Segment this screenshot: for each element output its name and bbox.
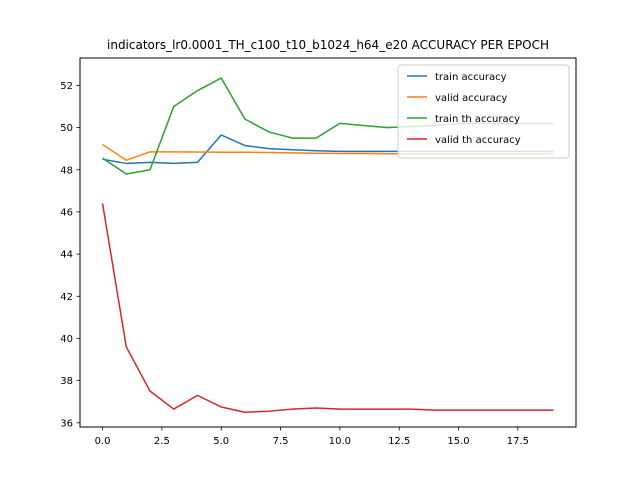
y-tick-label: 48 xyxy=(60,165,73,176)
plot-area-frame xyxy=(79,57,577,428)
y-axis-ticks: 36 38 40 42 44 46 48 50 52 xyxy=(60,81,80,429)
y-tick-label: 40 xyxy=(60,334,73,345)
legend-label-valid-th-accuracy: valid th accuracy xyxy=(435,135,521,146)
x-tick-label: 2.5 xyxy=(154,436,170,447)
y-tick-label: 44 xyxy=(60,250,73,261)
legend: train accuracy valid accuracy train th acc… xyxy=(397,64,570,159)
legend-label-train-th-accuracy: train th accuracy xyxy=(435,114,520,125)
y-tick-label: 52 xyxy=(60,81,73,92)
x-tick-label: 10.0 xyxy=(329,436,351,447)
legend-label-valid-accuracy: valid accuracy xyxy=(435,93,507,104)
y-tick-label: 50 xyxy=(60,123,73,134)
x-axis-ticks: 0.0 2.5 5.0 7.5 10.0 12.5 15.0 17.5 xyxy=(95,427,529,447)
x-tick-label: 17.5 xyxy=(507,436,529,447)
y-tick-label: 36 xyxy=(60,418,73,429)
chart-title: indicators_lr0.0001_TH_c100_t10_b1024_h6… xyxy=(107,38,549,52)
x-tick-label: 12.5 xyxy=(388,436,410,447)
series-line-valid-th-accuracy xyxy=(101,203,554,413)
x-tick-label: 15.0 xyxy=(447,436,469,447)
y-tick-label: 42 xyxy=(60,292,73,303)
legend-box xyxy=(397,64,570,159)
legend-label-train-accuracy: train accuracy xyxy=(435,72,507,83)
y-tick-label: 46 xyxy=(60,207,73,218)
x-tick-label: 7.5 xyxy=(273,436,289,447)
x-tick-label: 5.0 xyxy=(213,436,229,447)
y-tick-label: 38 xyxy=(60,376,73,387)
x-tick-label: 0.0 xyxy=(95,436,111,447)
